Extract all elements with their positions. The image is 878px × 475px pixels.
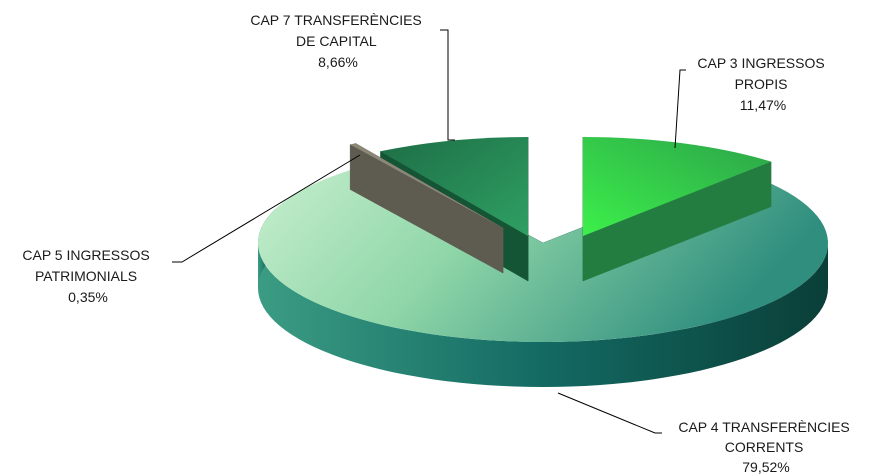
leader-line-cap7 (440, 29, 455, 141)
slice-top (380, 137, 528, 236)
slice-outer-side (258, 243, 828, 387)
leader-line-cap3 (674, 69, 686, 149)
pie-slice-cap3 (582, 137, 772, 282)
slice-top (350, 143, 503, 228)
pie-slice-cap5 (349, 142, 504, 274)
data-label-cap3: CAP 3 INGRESSOS PROPIS 11,47% (697, 55, 828, 113)
data-label-cap7: CAP 7 TRANSFERÈNCIES DE CAPITAL 8,66% (250, 12, 425, 70)
slice-wall-end (582, 161, 772, 282)
data-label-cap4: CAP 4 TRANSFERÈNCIES CORRENTS 79,52% (678, 419, 853, 475)
slice-top (583, 137, 772, 236)
data-label-cap5: CAP 5 INGRESSOS PATRIMONIALS 0,35% (22, 247, 153, 305)
leader-line-cap4 (557, 392, 662, 434)
slice-wall-end (355, 142, 504, 274)
leader-line-cap5 (172, 154, 361, 263)
